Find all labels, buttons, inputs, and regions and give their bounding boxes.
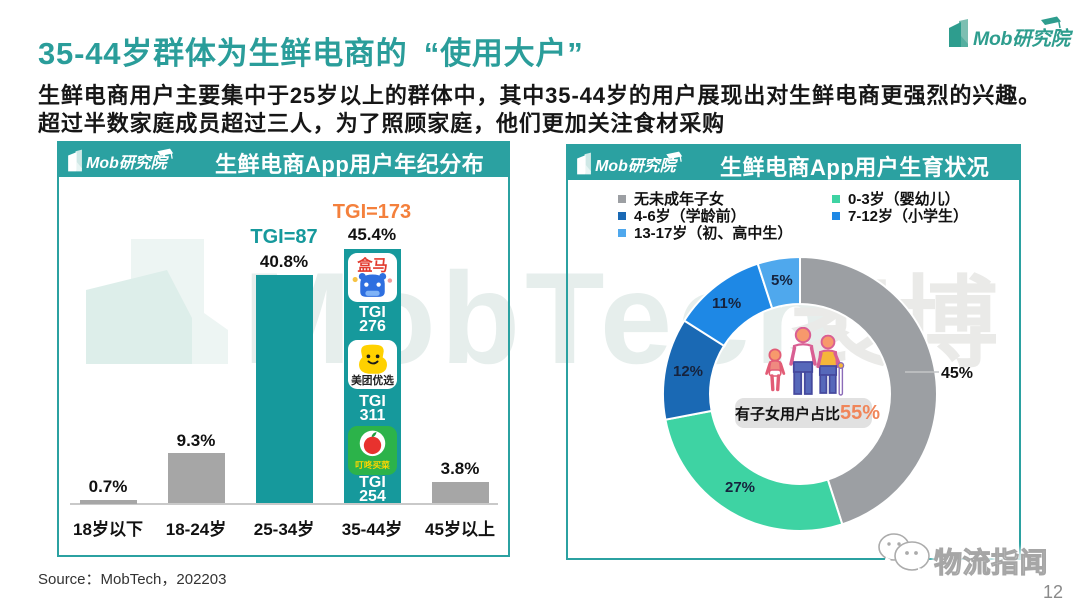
svg-text:Mob研究院: Mob研究院: [595, 157, 678, 175]
svg-text:叮咚买菜: 叮咚买菜: [355, 459, 390, 470]
svg-text:美团优选: 美团优选: [351, 374, 394, 387]
svg-text:Mob研究院: Mob研究院: [973, 28, 1074, 50]
svg-text:Mob研究院: Mob研究院: [86, 154, 169, 172]
svg-text:盒马: 盒马: [356, 256, 388, 274]
